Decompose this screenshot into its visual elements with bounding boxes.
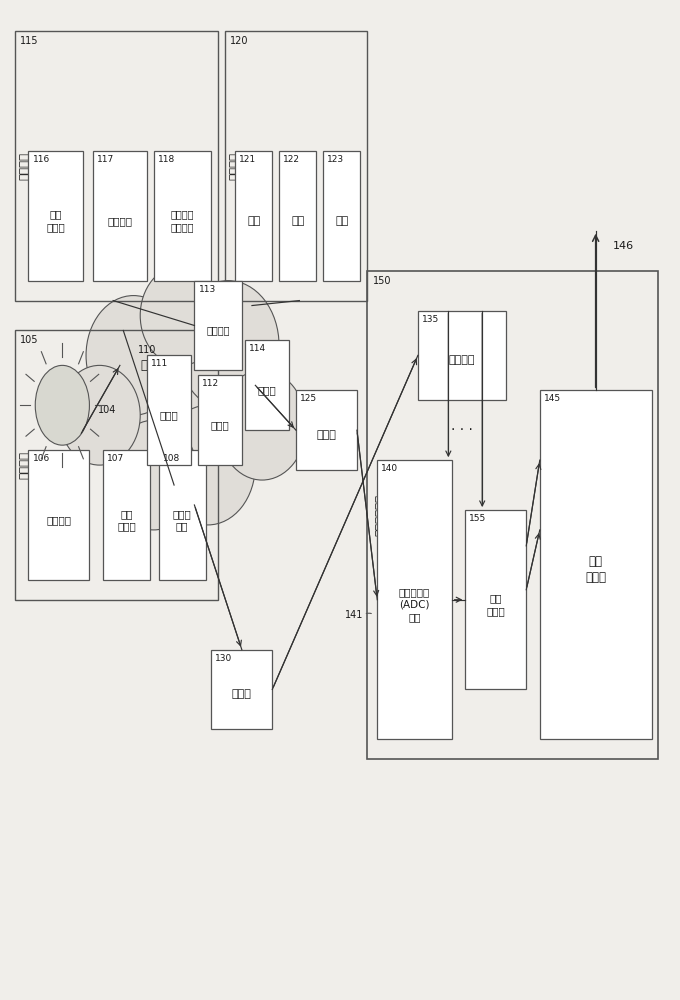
FancyBboxPatch shape: [235, 151, 272, 281]
Text: 办公设备: 办公设备: [46, 515, 71, 525]
Text: 121: 121: [239, 155, 256, 164]
Ellipse shape: [120, 325, 242, 485]
Text: 111: 111: [151, 359, 169, 368]
Text: 变压器: 变压器: [210, 420, 229, 430]
Text: 交流到直
流转换器: 交流到直 流转换器: [171, 210, 194, 232]
Text: 气候
控制器: 气候 控制器: [117, 509, 136, 531]
Text: 输电线: 输电线: [258, 385, 277, 395]
Ellipse shape: [59, 365, 140, 465]
Text: 105: 105: [20, 335, 39, 345]
Text: 工业设备: 工业设备: [18, 152, 31, 180]
Text: 振荡监测系统: 振荡监测系统: [374, 494, 387, 536]
FancyBboxPatch shape: [29, 450, 90, 580]
Text: 118: 118: [158, 155, 175, 164]
Text: 保护设备: 保护设备: [206, 325, 230, 335]
FancyBboxPatch shape: [103, 450, 150, 580]
Text: 108: 108: [163, 454, 180, 463]
Text: 开关系统: 开关系统: [107, 216, 133, 226]
Ellipse shape: [109, 420, 198, 530]
Text: 107: 107: [107, 454, 124, 463]
Ellipse shape: [86, 296, 181, 415]
Text: 冷却: 冷却: [335, 216, 348, 226]
Text: 电网: 电网: [140, 359, 154, 372]
FancyBboxPatch shape: [465, 510, 526, 689]
FancyBboxPatch shape: [323, 151, 360, 281]
Text: 发电机: 发电机: [160, 410, 178, 420]
Text: 106: 106: [33, 454, 50, 463]
Text: 传感器: 传感器: [232, 689, 252, 699]
FancyBboxPatch shape: [29, 151, 83, 281]
Text: 122: 122: [283, 155, 300, 164]
FancyBboxPatch shape: [296, 390, 357, 470]
Text: 振荡
检测器: 振荡 检测器: [585, 555, 606, 584]
FancyBboxPatch shape: [245, 340, 289, 430]
Text: 123: 123: [327, 155, 344, 164]
Text: 115: 115: [20, 36, 39, 46]
Circle shape: [35, 365, 90, 445]
Text: 120: 120: [231, 36, 249, 46]
Text: 150: 150: [373, 276, 391, 286]
Text: 110: 110: [138, 345, 156, 355]
FancyBboxPatch shape: [418, 311, 506, 400]
Ellipse shape: [218, 370, 306, 480]
Text: 传感器: 传感器: [316, 430, 337, 440]
FancyBboxPatch shape: [92, 151, 147, 281]
Text: 交流
电动机: 交流 电动机: [46, 210, 65, 232]
Text: 125: 125: [300, 394, 317, 403]
FancyBboxPatch shape: [211, 650, 272, 729]
Ellipse shape: [160, 405, 256, 525]
Text: 照明: 照明: [247, 216, 260, 226]
FancyBboxPatch shape: [147, 355, 191, 465]
Ellipse shape: [140, 266, 222, 365]
Text: 113: 113: [199, 285, 216, 294]
Text: 加热: 加热: [291, 216, 304, 226]
FancyBboxPatch shape: [158, 450, 206, 580]
FancyBboxPatch shape: [198, 375, 242, 465]
Text: 116: 116: [33, 155, 50, 164]
Text: 117: 117: [97, 155, 114, 164]
FancyBboxPatch shape: [279, 151, 316, 281]
Ellipse shape: [177, 281, 279, 410]
Text: 104: 104: [97, 405, 116, 415]
Text: 130: 130: [216, 654, 233, 663]
Text: 数据
处理器: 数据 处理器: [486, 594, 505, 616]
FancyBboxPatch shape: [540, 390, 651, 739]
Text: 146: 146: [613, 241, 634, 251]
Text: 140: 140: [381, 464, 398, 473]
Text: 住宅设备: 住宅设备: [228, 152, 241, 180]
Text: 155: 155: [469, 514, 487, 523]
Text: 模数转换器
(ADC)
系统: 模数转换器 (ADC) 系统: [399, 587, 430, 622]
Text: 112: 112: [202, 379, 219, 388]
FancyBboxPatch shape: [194, 281, 242, 370]
FancyBboxPatch shape: [154, 151, 211, 281]
Text: 系统接口: 系统接口: [449, 355, 475, 365]
Text: 114: 114: [250, 344, 267, 353]
FancyBboxPatch shape: [377, 460, 452, 739]
Text: 商业设备: 商业设备: [18, 451, 31, 479]
Text: 计算机
系统: 计算机 系统: [173, 509, 192, 531]
Text: 135: 135: [422, 315, 439, 324]
Text: · · ·: · · ·: [451, 423, 473, 437]
Text: 141: 141: [345, 610, 364, 620]
Text: 145: 145: [544, 394, 561, 403]
